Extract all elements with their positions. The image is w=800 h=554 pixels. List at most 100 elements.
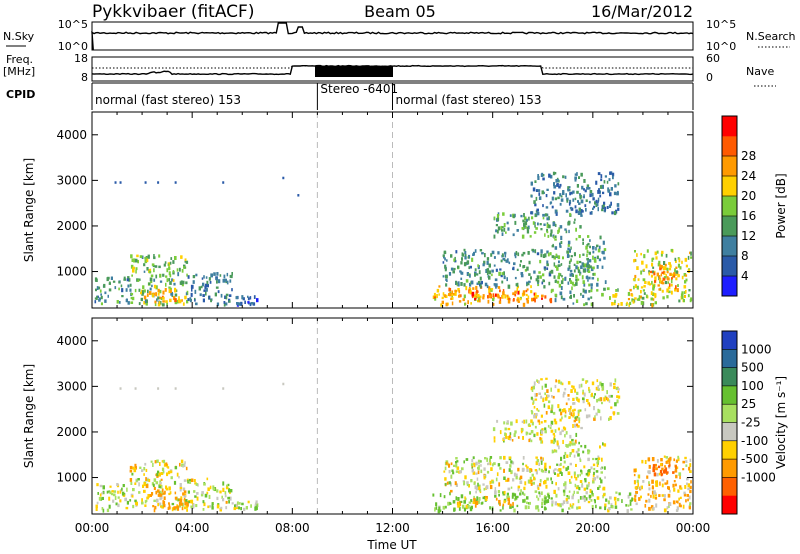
heatmap-cell [544, 502, 546, 506]
heatmap-cell [536, 279, 540, 283]
heatmap-cell [570, 294, 572, 299]
heatmap-cell [152, 293, 154, 298]
heatmap-cell [542, 177, 545, 181]
heatmap-cell [226, 280, 229, 285]
heatmap-cell [534, 292, 537, 297]
heatmap-cell [613, 302, 616, 306]
heatmap-cell [501, 272, 504, 276]
heatmap-cell [631, 294, 634, 297]
heatmap-cell [575, 227, 577, 232]
heatmap-cell [590, 499, 593, 502]
heatmap-cell [464, 475, 467, 480]
heatmap-cell [611, 302, 614, 306]
heatmap-cell [568, 261, 571, 265]
heatmap-cell [590, 286, 593, 290]
heatmap-cell [675, 273, 677, 276]
heatmap-cell [574, 474, 576, 479]
heatmap-cell [465, 458, 469, 461]
heatmap-cell [538, 491, 541, 495]
heatmap-cell [228, 300, 231, 303]
heatmap-cell [604, 206, 607, 211]
heatmap-cell [182, 465, 184, 468]
heatmap-cell [614, 505, 618, 509]
heatmap-cell [564, 388, 567, 391]
heatmap-cell [149, 277, 153, 282]
heatmap-cell [486, 257, 490, 261]
heatmap-cell [522, 265, 526, 269]
heatmap-cell [454, 256, 456, 261]
heatmap-cell [634, 297, 637, 300]
heatmap-cell [522, 219, 525, 223]
heatmap-cell [153, 278, 156, 282]
heatmap-cell [633, 259, 635, 263]
heatmap-cell [536, 393, 538, 397]
heatmap-cell [495, 268, 498, 272]
heatmap-cell [608, 204, 612, 208]
heatmap-cell [485, 269, 488, 273]
heatmap-cell [477, 280, 481, 284]
heatmap-cell [223, 274, 226, 279]
heatmap-cell [141, 501, 144, 505]
heatmap-cell [640, 290, 642, 294]
heatmap-cell [582, 288, 585, 293]
heatmap-cell [606, 206, 609, 209]
heatmap-cell [567, 471, 571, 475]
heatmap-cell [167, 470, 171, 475]
heatmap-cell [468, 266, 470, 270]
heatmap-cell [609, 171, 612, 175]
heatmap-cell [221, 495, 223, 499]
heatmap-cell [203, 289, 206, 292]
heatmap-cell [434, 298, 437, 301]
heatmap-cell [498, 499, 501, 504]
heatmap-cell [202, 298, 205, 303]
heatmap-cell [528, 273, 531, 276]
heatmap-cell [551, 205, 554, 209]
heatmap-cell [573, 263, 576, 266]
heatmap-cell [588, 494, 592, 499]
heatmap-cell [508, 456, 512, 459]
heatmap-cell [514, 493, 517, 497]
heatmap-cell [655, 493, 657, 497]
heatmap-cell [156, 498, 159, 503]
heatmap-cell [181, 280, 185, 285]
heatmap-cell [482, 294, 485, 298]
heatmap-cell [557, 503, 561, 507]
heatmap-cell [562, 190, 565, 194]
heatmap-cell [580, 383, 583, 388]
heatmap-cell [507, 284, 511, 289]
heatmap-cell [198, 286, 201, 291]
heatmap-cell [595, 504, 597, 509]
heatmap-cell [690, 256, 693, 259]
heatmap-cell [683, 299, 685, 303]
heatmap-cell [150, 460, 153, 463]
heatmap-cell [537, 419, 540, 423]
heatmap-cell [634, 486, 637, 489]
heatmap-cell [168, 486, 171, 491]
heatmap-cell [144, 256, 147, 260]
heatmap-cell [436, 288, 440, 293]
heatmap-cell [513, 262, 516, 266]
heatmap-cell [531, 411, 534, 415]
heatmap-cell [247, 301, 250, 304]
heatmap-cell [597, 248, 601, 253]
heatmap-cell [584, 289, 587, 294]
heatmap-cell [656, 473, 659, 477]
heatmap-cell [689, 251, 692, 255]
heatmap-cell [551, 480, 554, 485]
heatmap-cell [665, 274, 667, 277]
heatmap-cell [575, 463, 577, 467]
heatmap-cell [572, 302, 575, 305]
heatmap-cell [531, 216, 534, 220]
heatmap-cell [522, 491, 524, 495]
heatmap-cell [104, 291, 107, 295]
heatmap-cell [602, 240, 605, 245]
heatmap-cell [596, 289, 599, 292]
heatmap-cell [571, 385, 574, 388]
heatmap-cell [536, 484, 539, 489]
heatmap-cell [432, 295, 435, 300]
heatmap-cell [553, 434, 556, 438]
heatmap-cell [159, 289, 162, 294]
heatmap-cell [598, 258, 602, 262]
heatmap-cell [595, 203, 598, 207]
heatmap-cell [186, 508, 188, 512]
